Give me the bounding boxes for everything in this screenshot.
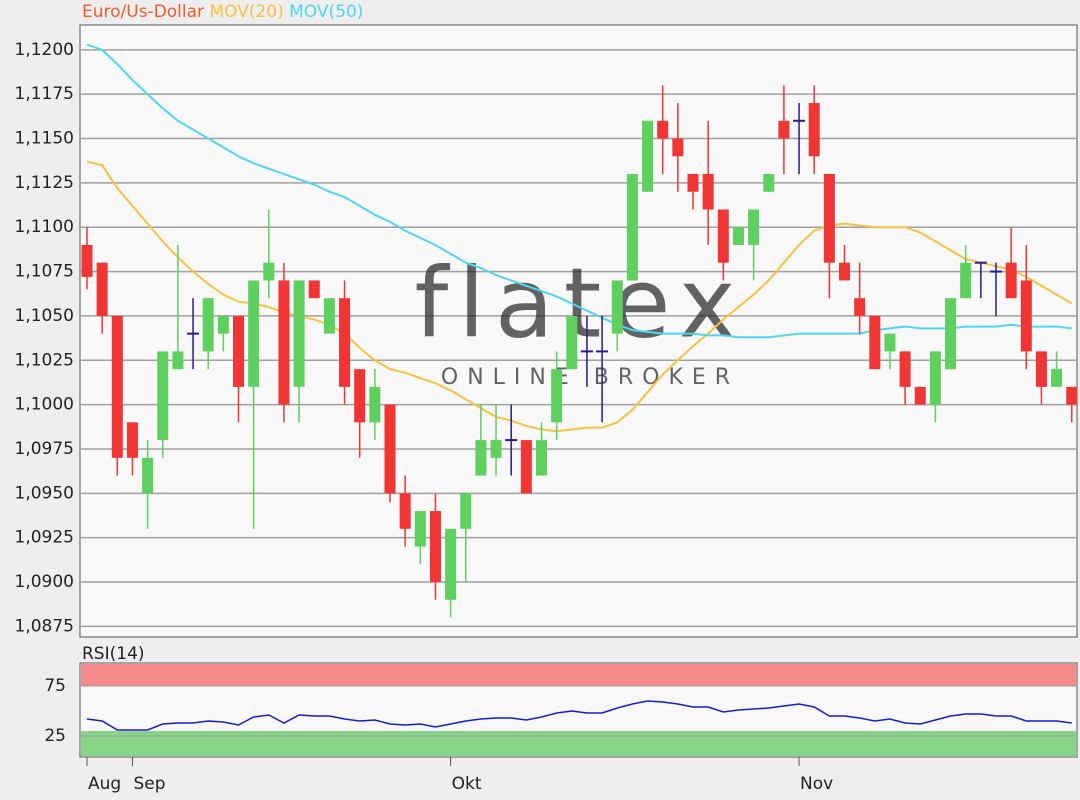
y-tick-label: 1,1150	[15, 129, 74, 149]
candle-body	[157, 351, 169, 441]
candle-body	[248, 280, 260, 387]
x-tick-label: Okt	[452, 774, 482, 794]
candle-body	[884, 333, 896, 352]
candle-body	[126, 422, 138, 458]
candle-body	[672, 138, 684, 157]
candle-body	[1066, 386, 1078, 405]
candle-body	[914, 386, 926, 405]
candle-body	[566, 315, 578, 370]
candle-body	[536, 440, 547, 476]
candle-body	[354, 369, 366, 423]
y-tick-label: 1,0975	[15, 439, 74, 459]
candle-body	[460, 493, 472, 529]
rsi-band	[81, 731, 1076, 756]
candle-body	[278, 280, 290, 405]
candle-body	[414, 511, 426, 547]
candle-body	[475, 440, 487, 476]
candle-body	[899, 351, 911, 387]
y-tick-label: 25	[44, 726, 66, 746]
candle-body	[172, 351, 184, 370]
candle-body	[1035, 351, 1047, 387]
candle-body	[111, 315, 123, 458]
candle-body	[263, 262, 275, 281]
candle-body	[384, 404, 396, 494]
candle-body	[1020, 280, 1032, 352]
candle-body	[142, 457, 154, 494]
candle-body	[763, 174, 775, 192]
legend-entry: Euro/Us-Dollar	[82, 2, 204, 22]
candle-body	[445, 528, 457, 600]
candle-body	[217, 315, 229, 334]
legend-entry: MOV(50)	[289, 2, 363, 22]
y-tick-label: 1,1025	[15, 350, 74, 370]
rsi-title: RSI(14)	[82, 644, 145, 664]
candle-body	[702, 174, 714, 210]
candle-body	[308, 280, 320, 299]
candle-body	[642, 120, 654, 192]
y-tick-label: 1,1175	[15, 84, 74, 104]
y-tick-label: 1,1100	[15, 217, 74, 237]
x-tick-label: Nov	[800, 774, 833, 794]
rsi-band	[81, 664, 1076, 686]
candle-body	[808, 103, 820, 157]
x-tick-label: Aug	[88, 774, 121, 794]
candle-body	[854, 298, 866, 316]
candle-body	[1005, 262, 1017, 299]
y-tick-label: 1,1050	[15, 306, 74, 326]
candle-body	[839, 262, 850, 281]
candle-body	[717, 209, 729, 263]
candle-body	[1051, 369, 1063, 387]
candle-body	[960, 262, 972, 299]
y-tick-label: 1,1000	[15, 395, 74, 415]
y-tick-label: 1,1075	[15, 262, 74, 282]
candle-body	[869, 315, 881, 370]
candle-body	[823, 174, 835, 263]
candle-body	[520, 440, 532, 494]
candle-body	[429, 511, 441, 583]
legend-entry: MOV(20)	[209, 2, 283, 22]
y-tick-label: 1,1125	[15, 173, 74, 193]
y-tick-label: 1,0900	[15, 572, 74, 592]
y-tick-label: 1,0950	[15, 483, 74, 503]
candle-body	[81, 244, 93, 277]
y-tick-label: 1,0925	[15, 528, 74, 548]
candle-body	[945, 298, 957, 370]
candle-body	[96, 262, 108, 316]
candle-body	[687, 174, 699, 192]
candle-body	[778, 120, 790, 139]
legend: Euro/Us-Dollar MOV(20) MOV(50)	[82, 2, 363, 22]
candle-body	[202, 298, 214, 352]
candle-body	[293, 280, 305, 387]
y-tick-label: 1,0875	[15, 616, 74, 636]
x-tick-label: Sep	[133, 774, 165, 794]
candle-body	[399, 493, 411, 529]
candle-body	[339, 298, 351, 387]
y-tick-label: 1,1200	[15, 40, 74, 60]
candle-body	[732, 227, 744, 245]
y-tick-label: 75	[44, 676, 66, 696]
watermark-sub: ONLINE BROKER	[441, 365, 739, 390]
candle-body	[929, 351, 941, 405]
candle-body	[233, 315, 244, 387]
rsi-line	[86, 700, 1072, 731]
candle-body	[626, 174, 638, 281]
candle-body	[611, 280, 623, 334]
price-plot	[79, 24, 1078, 638]
candle-body	[748, 209, 760, 245]
candle-body	[657, 120, 669, 139]
candle-body	[369, 386, 381, 423]
candle-body	[323, 298, 335, 334]
candle-body	[490, 440, 502, 458]
moving-average-line	[86, 43, 1072, 339]
candle-body	[551, 369, 563, 423]
